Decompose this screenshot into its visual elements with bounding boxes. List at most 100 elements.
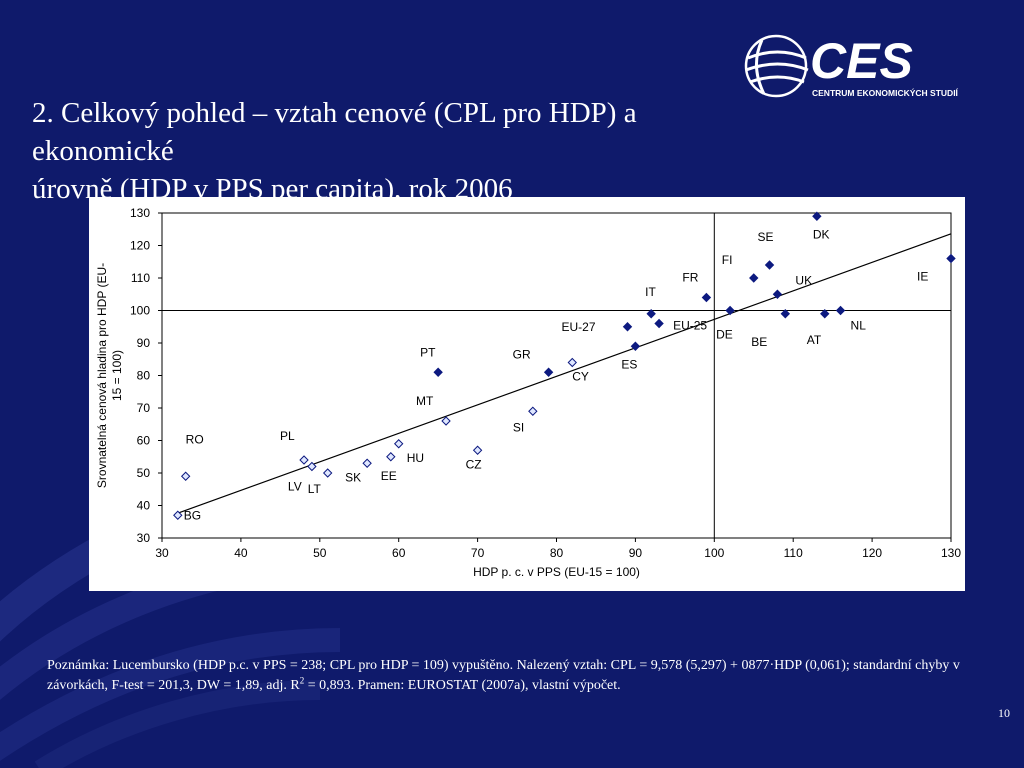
data-point-ee xyxy=(386,452,396,462)
y-axis-label-line: 15 = 100) xyxy=(110,350,124,401)
point-label-uk: UK xyxy=(795,273,812,287)
data-point-es xyxy=(630,341,641,351)
x-tick-label: 50 xyxy=(313,546,327,560)
data-point-pt xyxy=(433,367,443,377)
data-point-hu xyxy=(393,439,404,449)
data-point-it xyxy=(646,309,656,319)
x-tick-label: 110 xyxy=(784,546,803,560)
x-tick-label: 130 xyxy=(941,546,961,560)
point-label-es: ES xyxy=(621,357,637,371)
data-point-de xyxy=(725,305,735,316)
point-label-ro: RO xyxy=(186,432,204,446)
point-label-be: BE xyxy=(751,335,767,349)
point-label-eu-25: EU-25 xyxy=(673,319,707,333)
point-label-dk: DK xyxy=(813,227,830,241)
data-point-dk xyxy=(812,211,822,221)
x-tick-label: 100 xyxy=(704,546,724,560)
data-point-eu-25 xyxy=(654,318,664,329)
data-point-gr xyxy=(543,367,554,377)
page-number: 10 xyxy=(998,706,1010,720)
x-tick-label: 70 xyxy=(471,546,485,560)
data-point-pl xyxy=(299,455,309,465)
data-point-ie xyxy=(946,253,956,264)
point-label-lv: LV xyxy=(288,480,302,494)
y-axis-label-line: Srovnatelná cenová hladina pro HDP (EU- xyxy=(95,263,109,488)
data-point-cz xyxy=(472,445,483,455)
y-axis-label: Srovnatelná cenová hladina pro HDP (EU-1… xyxy=(95,263,124,488)
point-label-cy: CY xyxy=(572,370,589,384)
point-label-fi: FI xyxy=(722,253,733,267)
y-tick-label: 110 xyxy=(131,271,150,285)
point-label-ee: EE xyxy=(381,469,397,483)
point-label-cz: CZ xyxy=(466,457,482,471)
x-tick-label: 30 xyxy=(155,546,169,560)
logo-text: CES xyxy=(810,33,913,89)
x-tick-label: 80 xyxy=(550,546,564,560)
data-point-lv xyxy=(307,461,317,472)
reference-lines xyxy=(162,213,951,538)
y-tick-label: 80 xyxy=(137,369,151,383)
slide-title: 2. Celkový pohled – vztah cenové (CPL pr… xyxy=(32,94,732,208)
point-label-sk: SK xyxy=(345,470,361,484)
x-tick-label: 120 xyxy=(862,546,882,560)
point-label-mt: MT xyxy=(416,394,434,408)
axis-ticks: 30 40 50 60 70 80 90 100 110 120 130 30 40 50 60 70 80 90… xyxy=(130,206,961,560)
x-axis-label: HDP p. c. v PPS (EU-15 = 100) xyxy=(473,565,640,579)
point-label-eu-27: EU-27 xyxy=(562,320,596,334)
ces-logo: CES CENTRUM EKONOMICKÝCH STUDIÍ xyxy=(744,33,959,98)
point-label-gr: GR xyxy=(513,347,531,361)
point-label-si: SI xyxy=(513,420,524,434)
point-label-de: DE xyxy=(716,328,733,342)
footnote-text: Poznámka: Lucembursko (HDP p.c. v PPS = … xyxy=(47,658,960,693)
data-point-fr xyxy=(701,292,712,303)
y-tick-label: 60 xyxy=(137,434,151,448)
data-point-si xyxy=(528,406,538,416)
data-point-be xyxy=(780,309,791,319)
footnote-superscript: 2 xyxy=(299,675,305,686)
y-tick-label: 100 xyxy=(130,304,150,318)
y-tick-label: 90 xyxy=(137,336,151,350)
data-point-se xyxy=(764,260,775,270)
point-label-it: IT xyxy=(645,285,656,299)
data-point-ro xyxy=(180,471,191,481)
point-label-hu: HU xyxy=(407,451,424,465)
data-point-at xyxy=(820,309,830,319)
globe-icon xyxy=(744,34,809,98)
point-label-pl: PL xyxy=(280,429,295,443)
y-tick-label: 40 xyxy=(137,499,151,513)
y-tick-label: 50 xyxy=(137,466,151,480)
point-label-lt: LT xyxy=(308,482,322,496)
x-tick-label: 40 xyxy=(234,546,248,560)
footnote-text-end: = 0,893. Pramen: EUROSTAT (2007a), vlast… xyxy=(304,678,621,693)
y-tick-label: 70 xyxy=(137,401,151,415)
x-tick-label: 90 xyxy=(629,546,643,560)
point-label-at: AT xyxy=(807,333,822,347)
data-point-sk xyxy=(362,458,372,468)
scatter-chart: 30 40 50 60 70 80 90 100 110 120 130 30 40 50 60 70 80 90… xyxy=(95,206,961,579)
point-label-nl: NL xyxy=(851,319,867,333)
regression-line xyxy=(177,233,952,514)
data-point-uk xyxy=(772,289,783,299)
data-point-fi xyxy=(749,273,759,283)
data-point-lt xyxy=(322,468,333,478)
point-label-se: SE xyxy=(758,230,774,244)
data-point-cy xyxy=(567,357,577,368)
y-tick-label: 120 xyxy=(130,239,150,253)
point-labels: BG RO PL LV LT SK EE HU MT CZ SI CY PT GR ES EU-27 EU-25… xyxy=(184,227,929,522)
point-label-pt: PT xyxy=(420,345,436,359)
footnote: Poznámka: Lucembursko (HDP p.c. v PPS = … xyxy=(47,656,987,696)
logo-subtitle: CENTRUM EKONOMICKÝCH STUDIÍ xyxy=(812,87,959,98)
slide-title-line-1: 2. Celkový pohled – vztah cenové (CPL pr… xyxy=(32,97,637,167)
point-label-fr: FR xyxy=(682,271,698,285)
x-tick-label: 60 xyxy=(392,546,406,560)
y-tick-label: 130 xyxy=(130,206,150,220)
data-point-mt xyxy=(441,416,451,426)
point-label-ie: IE xyxy=(917,270,928,284)
data-point-nl xyxy=(835,305,846,316)
chart-panel: 30 40 50 60 70 80 90 100 110 120 130 30 40 50 60 70 80 90… xyxy=(89,197,965,591)
y-tick-label: 30 xyxy=(137,531,151,545)
data-point-eu-27 xyxy=(622,322,633,332)
data-points xyxy=(173,211,956,520)
data-point-bg xyxy=(173,510,183,520)
plot-area-frame xyxy=(161,212,952,539)
